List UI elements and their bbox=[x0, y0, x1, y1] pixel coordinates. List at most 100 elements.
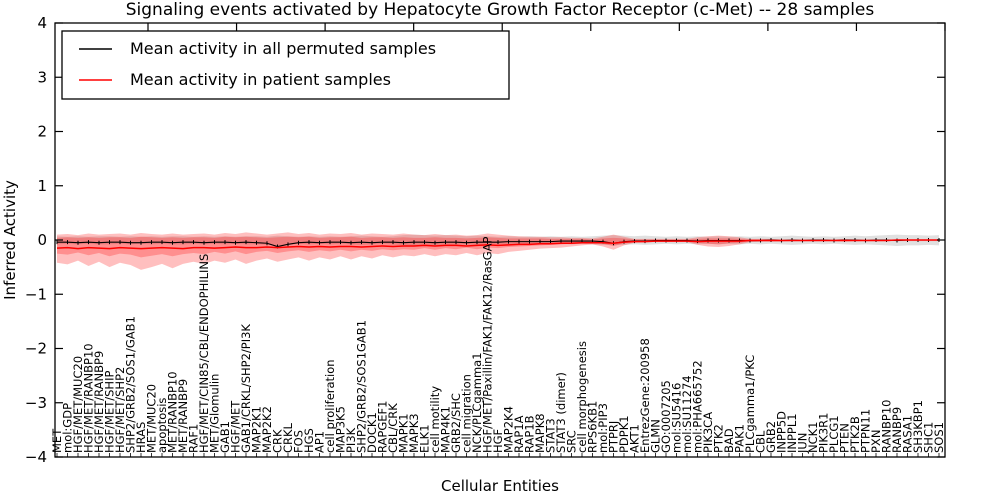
x-tick-label-layer: METmol:GDPHGF/MET/MUC20HGF/MET/RANBP10HG… bbox=[50, 236, 946, 454]
y-tick-label: 3 bbox=[37, 68, 47, 86]
x-tick-label: RAF1 bbox=[187, 424, 201, 453]
x-tick-label: SHP2/GRB2/SOS1GAB1 bbox=[355, 320, 369, 453]
x-tick-label: INPPL1 bbox=[785, 413, 799, 453]
x-axis-label: Cellular Entities bbox=[441, 477, 559, 495]
x-tick-label: CRK bbox=[271, 429, 285, 453]
x-tick-label: HGF bbox=[491, 429, 505, 453]
x-tick-label: HGS bbox=[302, 428, 316, 453]
x-tick-label: mol:PHA665752 bbox=[691, 360, 705, 453]
x-tick-label: PIK3R1 bbox=[817, 413, 831, 454]
x-tick-label: SHC1 bbox=[922, 422, 936, 453]
x-tick-label: GRB2/SHC bbox=[449, 393, 463, 453]
x-tick-label: STAT3 bbox=[544, 418, 558, 453]
x-tick-label: RANBP9 bbox=[890, 407, 904, 453]
x-tick-label: apoptosis bbox=[155, 398, 169, 453]
x-tick-label: mol:GDP bbox=[61, 403, 75, 453]
x-tick-label: MET bbox=[50, 428, 64, 453]
x-tick-label: GLMN bbox=[649, 419, 663, 453]
x-tick-label: MAP4K1 bbox=[439, 406, 453, 453]
y-axis-label: Inferred Activity bbox=[1, 180, 19, 300]
y-tick-label: 2 bbox=[37, 123, 47, 141]
x-tick-label: MAPK3 bbox=[407, 413, 421, 453]
x-tick-label: BAD bbox=[722, 428, 736, 453]
x-tick-label: cell morphogenesis bbox=[575, 341, 589, 453]
x-tick-label: PLCgamma1/PKC bbox=[743, 355, 757, 453]
x-tick-label: PTPRJ bbox=[607, 421, 621, 453]
legend: Mean activity in all permuted samples Me… bbox=[61, 30, 510, 100]
x-tick-label: CBL/CRK bbox=[386, 403, 400, 453]
chart-title: Signaling events activated by Hepatocyte… bbox=[126, 0, 875, 20]
tick-layer: 4 3 2 1 0 −1 −2 −3 −4 bbox=[25, 14, 946, 466]
x-tick-label: HGF/MET/RANBP9 bbox=[92, 351, 106, 453]
line-layer bbox=[56, 238, 940, 250]
x-tick-label: RASA1 bbox=[901, 415, 915, 453]
x-tick-label: PTPN11 bbox=[859, 409, 873, 453]
legend-box bbox=[61, 30, 510, 100]
x-tick-label: NCK1 bbox=[806, 422, 820, 454]
y-tick-label: 1 bbox=[37, 177, 47, 195]
y-tick-label: −4 bbox=[25, 448, 47, 466]
x-tick-label: EntrezGene:200958 bbox=[638, 338, 652, 453]
x-tick-label: cell proliferation bbox=[323, 359, 337, 453]
x-tick-label: HGF/MET/RANBP10 bbox=[82, 343, 96, 453]
y-tick-label: 4 bbox=[37, 14, 47, 32]
x-tick-label: GRB2 bbox=[764, 421, 778, 453]
x-tick-label: SH3KBP1 bbox=[911, 400, 925, 453]
x-tick-label: mol:SU11274 bbox=[680, 375, 694, 453]
x-tick-label: ELK1 bbox=[418, 424, 432, 453]
legend-label-permuted: Mean activity in all permuted samples bbox=[130, 39, 436, 58]
x-tick-label: HRAS bbox=[134, 422, 148, 453]
x-tick-label: GO:0007205 bbox=[659, 380, 673, 453]
x-tick-label: HGF/MET/MUC20 bbox=[71, 356, 85, 453]
x-tick-label: PTK2 bbox=[712, 424, 726, 453]
x-tick-label: RAP1A bbox=[512, 415, 526, 453]
x-tick-label: AP1 bbox=[313, 431, 327, 453]
y-tick-label: −1 bbox=[25, 285, 47, 303]
x-tick-label: mol:PIP3 bbox=[596, 403, 610, 453]
x-tick-label: GAB1 bbox=[218, 421, 232, 453]
legend-label-patient: Mean activity in patient samples bbox=[130, 70, 391, 89]
y-tick-label: −2 bbox=[25, 340, 47, 358]
x-tick-label: HGF/MET/CIN85/CBL/ENDOPHILINS bbox=[197, 254, 211, 453]
x-tick-label: PLCG1 bbox=[827, 415, 841, 453]
x-tick-label: JUN bbox=[796, 433, 810, 454]
x-tick-label: HGF/MET/SHIP bbox=[103, 371, 117, 453]
x-tick-label: PI3K bbox=[344, 427, 358, 453]
x-tick-label: MET/Glomulin bbox=[208, 374, 222, 453]
x-tick-label: RANBP10 bbox=[880, 400, 894, 453]
series-line-patient bbox=[56, 239, 939, 250]
x-tick-label: NCK/PLCgamma1 bbox=[470, 352, 484, 453]
x-tick-label: INPP5D bbox=[775, 411, 789, 453]
x-tick-label: MAP3K5 bbox=[334, 406, 348, 453]
x-tick-label: SHP2/GRB2/SOS1/GAB1 bbox=[124, 316, 138, 453]
x-tick-label: PXN bbox=[869, 430, 883, 453]
x-tick-label: MAP2K4 bbox=[502, 406, 516, 453]
x-tick-label: MAPK1 bbox=[397, 413, 411, 453]
x-tick-label: AKT1 bbox=[628, 424, 642, 453]
x-tick-label: MAP2K1 bbox=[250, 406, 264, 453]
x-tick-label: MET/MUC20 bbox=[145, 384, 159, 453]
x-tick-label: PDPK1 bbox=[617, 415, 631, 453]
x-tick-label: PIK3CA bbox=[701, 412, 715, 453]
x-tick-label: GAB1/CRKL/SHP2/PI3K bbox=[239, 324, 253, 453]
y-tick-label: 0 bbox=[37, 231, 47, 249]
x-tick-label: mol:SU5416 bbox=[670, 383, 684, 453]
x-tick-label: CBL bbox=[754, 430, 768, 453]
plot-border bbox=[54, 22, 946, 458]
x-tick-label: SOS1 bbox=[932, 422, 946, 453]
x-tick-label: HGF/MET bbox=[229, 400, 243, 453]
x-tick-label: STAT3 (dimer) bbox=[554, 372, 568, 453]
x-tick-label: SRC bbox=[565, 430, 579, 453]
x-tick-label: MAP2K2 bbox=[260, 406, 274, 453]
x-tick-label: HGF/MET/SHP2 bbox=[113, 367, 127, 453]
x-tick-label: HGF/MET/Paxillin/FAK1/FAK12/RasGAP bbox=[481, 236, 495, 453]
x-tick-label: MAPK8 bbox=[533, 413, 547, 453]
x-tick-label: CRKL bbox=[281, 422, 295, 453]
x-tick-label: PAK1 bbox=[733, 424, 747, 453]
x-tick-label: cell migration bbox=[460, 374, 474, 453]
x-tick-label: PTK2B bbox=[848, 416, 862, 453]
x-tick-label: cell motility bbox=[428, 386, 442, 453]
x-tick-label: PTEN bbox=[838, 423, 852, 453]
